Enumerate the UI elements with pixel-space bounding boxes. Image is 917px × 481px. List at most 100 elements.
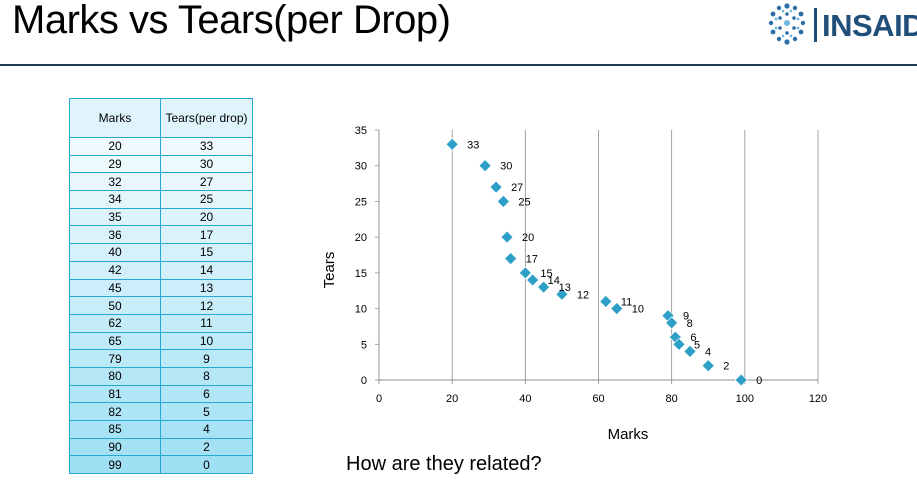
cell-marks: 34 [69, 190, 161, 209]
cell-tears: 17 [160, 225, 253, 245]
cell-marks: 90 [69, 437, 161, 457]
cell-marks: 32 [69, 172, 161, 192]
cell-marks: 65 [69, 331, 161, 351]
data-label: 20 [522, 232, 534, 244]
table-row: 80 8 [69, 366, 253, 386]
logo-mark-icon [768, 3, 806, 45]
marks-tears-table: Marks Tears(per drop) 20 33 29 30 32 27 34 25 35… [69, 98, 253, 475]
column-header-marks: Marks [69, 98, 161, 138]
cell-marks: 36 [69, 225, 161, 245]
data-point [599, 295, 613, 308]
data-point [445, 137, 459, 151]
chart-axes [375, 129, 819, 384]
data-label: 2 [723, 361, 729, 373]
cell-marks: 80 [69, 366, 161, 386]
data-point [489, 180, 503, 194]
y-tick-label: 0 [361, 375, 367, 387]
x-tick-label: 0 [376, 393, 382, 405]
x-tick-label: 20 [446, 393, 458, 405]
x-tick-label: 100 [736, 393, 754, 405]
x-tick-label: 80 [666, 393, 678, 405]
data-label: 8 [687, 318, 693, 330]
data-label: 30 [500, 161, 512, 173]
y-tick-label: 25 [355, 196, 367, 208]
table-row: 42 14 [69, 260, 253, 280]
cell-marks: 45 [69, 278, 161, 298]
table-row: 32 27 [69, 172, 253, 192]
table-row: 29 30 [69, 154, 253, 174]
table-row: 65 10 [69, 331, 253, 351]
table-row: 62 11 [69, 313, 253, 333]
cell-marks: 79 [69, 349, 161, 368]
y-tick-label: 15 [355, 268, 367, 280]
data-point [478, 159, 492, 173]
cell-tears: 0 [160, 455, 253, 475]
data-label: 5 [694, 339, 700, 351]
table-row: 35 20 [69, 207, 253, 227]
data-label: 25 [518, 196, 530, 208]
header-divider [0, 64, 917, 66]
data-point [734, 373, 748, 387]
x-tick-label: 60 [592, 393, 604, 405]
y-tick-label: 10 [355, 304, 367, 316]
data-label: 6 [690, 332, 696, 344]
table-row: 85 4 [69, 420, 253, 439]
question-text: How are they related? [346, 453, 542, 475]
x-tick-label: 40 [519, 393, 531, 405]
cell-tears: 25 [160, 190, 253, 209]
table-row: 82 5 [69, 402, 253, 421]
data-point [610, 302, 624, 315]
data-label: 14 [548, 275, 560, 287]
table-row: 36 17 [69, 225, 253, 245]
cell-tears: 27 [160, 172, 253, 192]
logo-text: INSAID [822, 8, 917, 43]
cell-tears: 4 [160, 420, 253, 439]
table-row: 45 13 [69, 278, 253, 298]
data-label: 33 [467, 139, 479, 151]
table-row: 40 15 [69, 243, 253, 262]
cell-marks: 35 [69, 207, 161, 227]
cell-tears: 30 [160, 154, 253, 174]
data-label: 11 [621, 296, 632, 308]
cell-marks: 62 [69, 313, 161, 333]
cell-tears: 10 [160, 331, 253, 351]
y-axis-label: Tears [321, 252, 338, 289]
cell-marks: 42 [69, 260, 161, 280]
cell-tears: 12 [160, 296, 253, 315]
data-point [496, 195, 510, 208]
cell-marks: 81 [69, 384, 161, 404]
cell-marks: 40 [69, 243, 161, 262]
y-tick-label: 30 [355, 161, 367, 173]
data-label: 13 [559, 282, 571, 294]
cell-marks: 50 [69, 296, 161, 315]
table-row: 34 25 [69, 190, 253, 209]
data-label: 27 [511, 182, 523, 194]
table-row: 99 0 [69, 455, 253, 475]
cell-tears: 2 [160, 437, 253, 457]
table-row: 90 2 [69, 437, 253, 457]
data-point [526, 273, 540, 287]
data-point [701, 359, 715, 373]
y-tick-label: 20 [355, 232, 367, 244]
column-header-tears: Tears(per drop) [160, 98, 253, 138]
x-tick-label: 120 [809, 393, 827, 405]
cell-marks: 20 [69, 137, 161, 156]
cell-tears: 33 [160, 137, 253, 156]
cell-marks: 99 [69, 455, 161, 475]
cell-tears: 11 [160, 313, 253, 333]
table-row: 81 6 [69, 384, 253, 404]
data-label: 10 [632, 304, 644, 316]
data-point [665, 316, 679, 330]
data-point [504, 252, 518, 265]
cell-tears: 9 [160, 349, 253, 368]
cell-tears: 13 [160, 278, 253, 298]
data-label: 4 [705, 346, 711, 358]
chart-gridlines [451, 130, 819, 380]
data-label: 9 [683, 311, 689, 323]
chart-points [445, 137, 748, 387]
cell-tears: 6 [160, 384, 253, 404]
x-axis-label: Marks [608, 426, 649, 443]
cell-marks: 85 [69, 420, 161, 439]
